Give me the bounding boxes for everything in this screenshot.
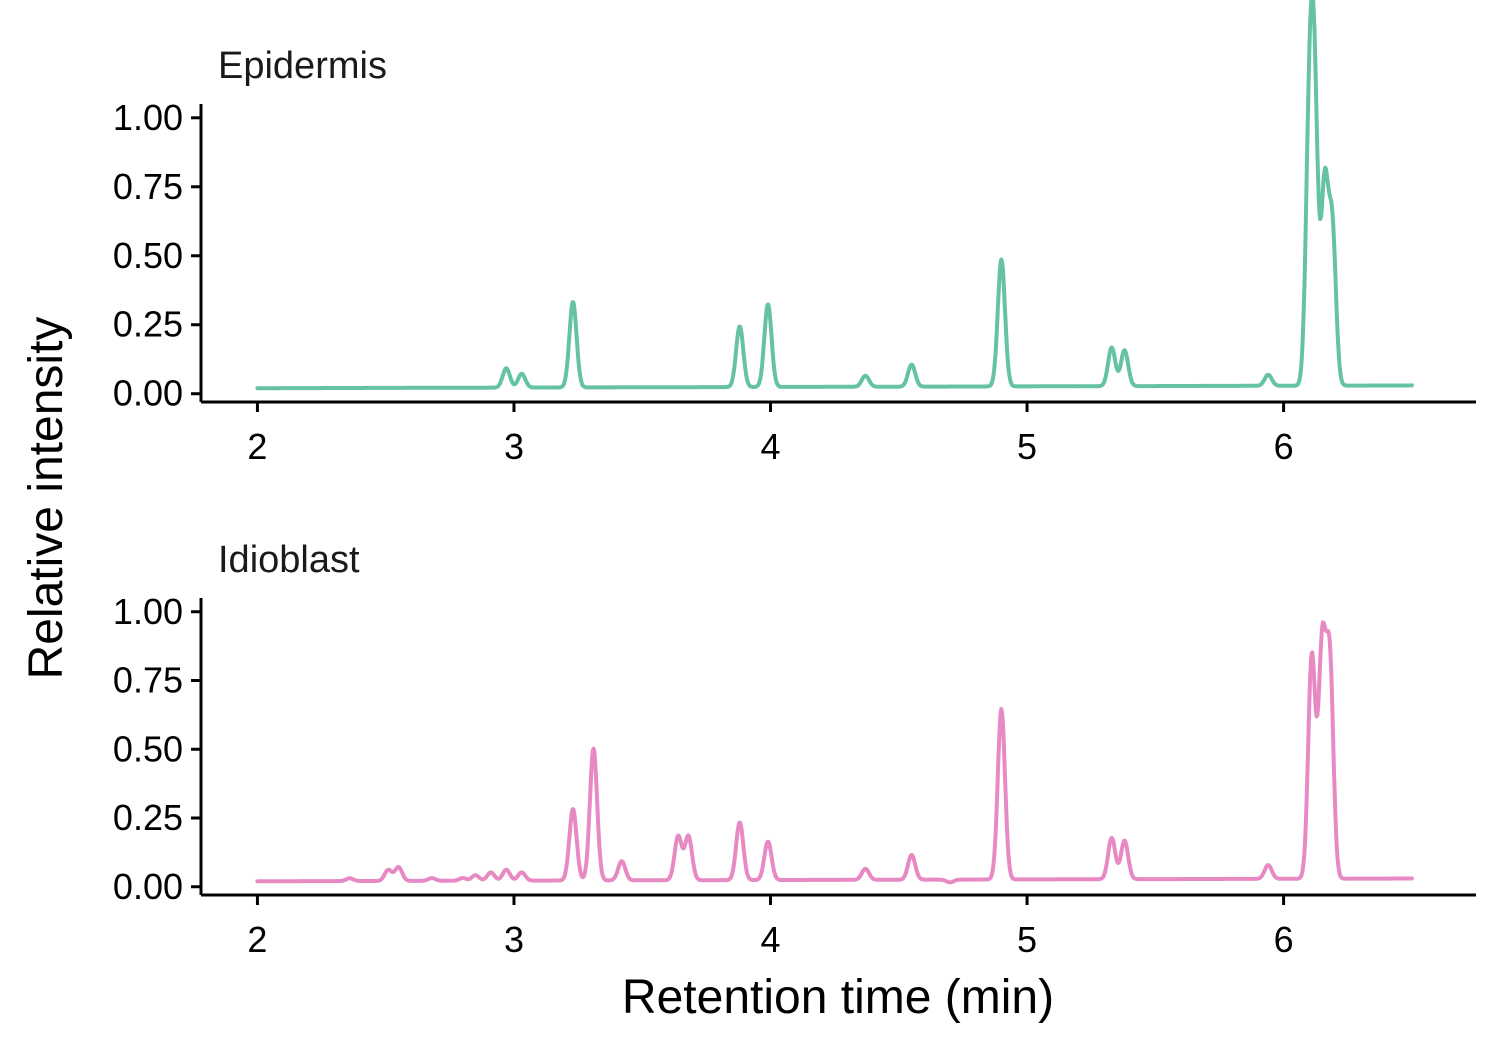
x-tick-label: 6: [1274, 426, 1294, 467]
series-line: [255, 620, 1414, 885]
y-tick-label: 0.50: [113, 728, 183, 769]
epidermis-panel: Epidermis 0.00 0.25 0.50 0.75 1.00 2 3 4 5 6: [113, 0, 1476, 467]
x-tick-label: 4: [761, 426, 781, 467]
panel-title: Epidermis: [218, 45, 387, 87]
x-tick-label: 5: [1017, 426, 1037, 467]
x-tick-label: 5: [1017, 919, 1037, 960]
y-tick-label: 0.75: [113, 166, 183, 207]
x-tick-label: 6: [1274, 919, 1294, 960]
x-tick-label: 3: [504, 426, 524, 467]
y-tick-label: 0.25: [113, 304, 183, 345]
x-tick-label: 2: [247, 919, 267, 960]
x-tick-label: 4: [761, 919, 781, 960]
y-tick-label: 0.00: [113, 373, 183, 414]
y-tick-label: 0.50: [113, 235, 183, 276]
panel-title: Idioblast: [218, 539, 360, 581]
x-tick-label: 2: [247, 426, 267, 467]
x-tick-label: 3: [504, 919, 524, 960]
y-axis-title: Relative intensity: [20, 317, 73, 680]
y-tick-label: 1.00: [113, 97, 183, 138]
idioblast-panel: Idioblast 0.00 0.25 0.50 0.75 1.00 2 3 4 5 6: [113, 539, 1476, 960]
series-line: [255, 0, 1414, 391]
x-axis-title: Retention time (min): [622, 971, 1054, 1024]
y-tick-label: 0.00: [113, 866, 183, 907]
y-tick-label: 1.00: [113, 591, 183, 632]
y-tick-label: 0.75: [113, 660, 183, 701]
y-tick-label: 0.25: [113, 797, 183, 838]
